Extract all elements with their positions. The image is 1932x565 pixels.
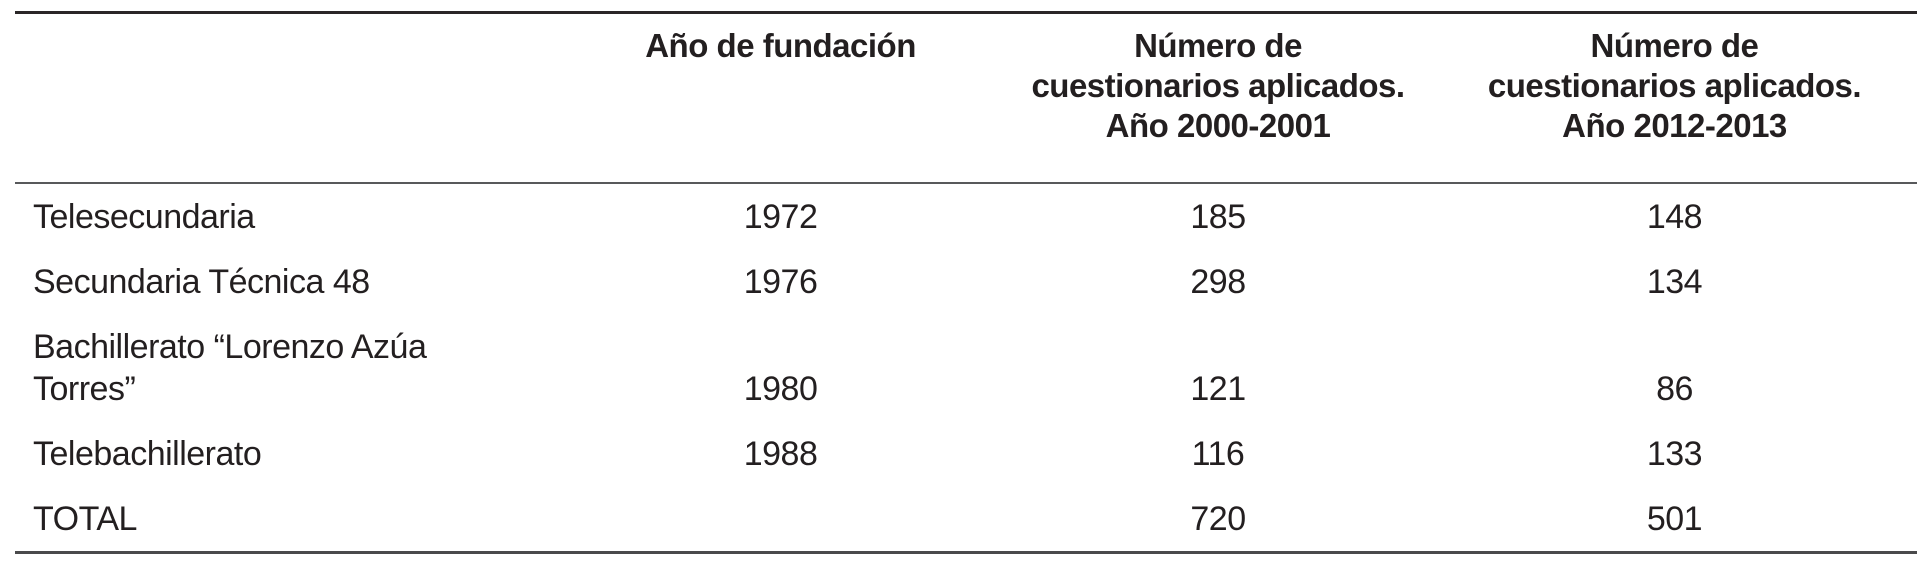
questionnaires-2012-value: 134 [1646, 263, 1703, 301]
column-header-school [15, 14, 558, 184]
questionnaires-2000-total: 720 [1190, 500, 1246, 538]
founded-year-value: 1976 [743, 263, 818, 301]
schools-questionnaires-table-frame: Año de fundación Número de cuestionarios… [15, 11, 1917, 554]
questionnaires-2012-value: 133 [1646, 435, 1703, 473]
school-name: Secundaria Técnica 48 [33, 263, 370, 301]
questionnaires-2000-value: 298 [1190, 263, 1246, 301]
table-row: Secundaria Técnica 48 1976 298 134 [15, 249, 1917, 314]
column-header-questionnaires-2000-2001: Número de cuestionarios aplicados. Año 2… [1004, 14, 1432, 184]
column-header-questionnaires-2012-2013: Número de cuestionarios aplicados. Año 2… [1431, 14, 1917, 184]
founded-year-value: 1988 [743, 435, 818, 473]
school-name: Bachillerato “Lorenzo Azúa Torres” [33, 328, 427, 408]
total-label: TOTAL [33, 500, 137, 538]
school-name: Telebachillerato [33, 435, 262, 473]
founded-year-value: 1972 [743, 198, 818, 236]
founded-year-value [557, 486, 1004, 551]
header-row: Año de fundación Número de cuestionarios… [15, 14, 1917, 184]
table-row: Telesecundaria 1972 185 148 [15, 183, 1917, 249]
founded-year-value: 1980 [743, 370, 818, 408]
questionnaires-2000-value: 116 [1191, 435, 1245, 473]
schools-questionnaires-table: Año de fundación Número de cuestionarios… [15, 14, 1917, 551]
questionnaires-2000-value: 185 [1190, 198, 1246, 236]
table-row: Bachillerato “Lorenzo Azúa Torres” 1980 … [15, 314, 1917, 421]
table-body: Telesecundaria 1972 185 148 Secundaria T… [15, 183, 1917, 551]
table-row-total: TOTAL 720 501 [15, 486, 1917, 551]
questionnaires-2012-value: 148 [1646, 198, 1703, 236]
questionnaires-2000-value: 121 [1190, 370, 1246, 408]
column-header-founded-year: Año de fundación [557, 14, 1005, 184]
questionnaires-2012-total: 501 [1646, 500, 1703, 538]
table-row: Telebachillerato 1988 116 133 [15, 421, 1917, 486]
table-header: Año de fundación Número de cuestionarios… [15, 14, 1917, 184]
questionnaires-2012-value: 86 [1656, 370, 1693, 408]
school-name: Telesecundaria [33, 198, 255, 236]
